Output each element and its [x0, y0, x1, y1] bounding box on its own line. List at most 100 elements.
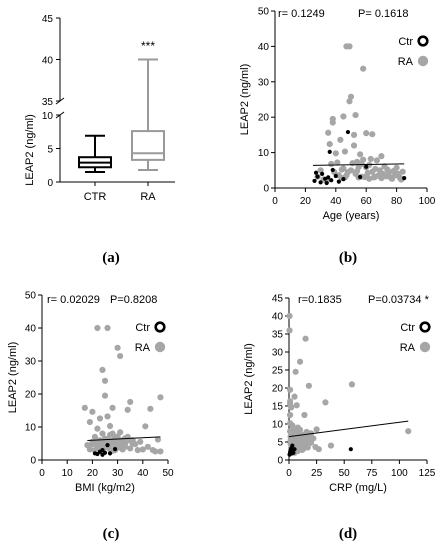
ctr-data-point — [112, 447, 118, 452]
ra-data-point — [127, 398, 134, 406]
y-tick-label: 50 — [258, 7, 270, 18]
y-tick-label: 40 — [258, 42, 270, 53]
y-tick-label: 30 — [272, 348, 284, 359]
legend-marker-ctr — [419, 321, 431, 333]
regression-line — [288, 420, 409, 438]
ra-data-point — [132, 441, 139, 448]
ra-data-point — [325, 129, 332, 136]
ctr-data-point — [358, 174, 363, 180]
stat-r-value: r= 0.1249 — [278, 8, 325, 20]
ctr-data-point — [100, 448, 105, 453]
ra-data-point — [288, 404, 295, 411]
ctr-data-point — [348, 447, 353, 452]
legend-marker-ra — [417, 55, 429, 67]
ra-data-point — [302, 440, 309, 447]
ra-data-point — [91, 433, 99, 440]
ra-data-point — [310, 435, 317, 442]
legend-marker-ra — [154, 341, 166, 353]
x-axis-label: BMI (kg/m2) — [75, 482, 135, 494]
y-tick-label: 0 — [47, 178, 53, 189]
ra-data-point — [99, 430, 106, 437]
y-tick-label: 5 — [277, 438, 283, 449]
legend-label-ctr: Ctr — [398, 36, 413, 48]
ra-data-point — [353, 167, 361, 175]
ctr-data-point — [330, 167, 335, 173]
ra-data-point — [338, 166, 345, 173]
ctr-data-point — [364, 164, 369, 169]
ra-data-point — [287, 386, 294, 393]
stat-p-value: P=0.03734 * — [368, 294, 430, 306]
ra-data-point — [286, 327, 293, 334]
ctr-data-point — [318, 180, 323, 185]
ra-data-point — [328, 160, 335, 168]
ra-data-point — [378, 153, 385, 160]
x-tick-label: 100 — [419, 196, 436, 207]
stat-p-value: P=0.8208 — [110, 294, 157, 306]
ctr-data-point — [329, 178, 334, 183]
ra-data-point — [332, 150, 339, 157]
x-tick-label: RA — [140, 191, 156, 203]
y-tick-label: 40 — [42, 56, 54, 67]
ra-data-point — [347, 167, 355, 174]
ra-data-point — [291, 393, 298, 400]
ra-data-point — [127, 437, 134, 444]
ra-data-point — [94, 439, 101, 446]
ra-data-point — [346, 43, 353, 50]
ra-data-point — [104, 324, 111, 332]
x-tick-label: CTR — [84, 191, 107, 203]
legend-label-ra: RA — [398, 56, 414, 68]
x-tick-label: 75 — [366, 468, 378, 479]
ra-data-point — [119, 441, 126, 448]
ra-data-point — [101, 377, 109, 384]
legend-label-ctr: Ctr — [135, 322, 150, 334]
ra-data-point — [86, 418, 93, 426]
ra-data-point — [393, 164, 400, 171]
ctr-data-point — [107, 451, 113, 456]
ra-data-point — [348, 381, 356, 388]
y-tick-label: 35 — [42, 97, 54, 108]
ra-data-point — [341, 148, 349, 155]
ctr-data-point — [105, 443, 110, 448]
x-tick-label: 0 — [286, 468, 292, 479]
ra-data-point — [293, 402, 300, 409]
ra-data-point — [109, 430, 116, 437]
ra-data-point — [305, 382, 312, 389]
y-tick-label: 10 — [25, 423, 37, 434]
ra-data-point — [350, 142, 358, 149]
ctr-data-point — [320, 171, 325, 176]
y-tick-label: 30 — [258, 77, 270, 88]
ra-data-point — [124, 406, 131, 413]
ctr-data-point — [326, 175, 331, 180]
ctr-data-point — [290, 443, 295, 448]
ra-data-point — [373, 157, 380, 164]
ra-data-point — [134, 447, 141, 454]
ra-data-point — [347, 93, 355, 100]
y-axis-label: LEAP2 (ng/ml) — [243, 343, 255, 415]
y-tick-label: 10 — [272, 420, 284, 431]
ra-data-point — [329, 115, 336, 123]
ra-data-point — [372, 173, 379, 180]
ra-data-point — [352, 111, 359, 119]
ctr-data-point — [315, 174, 320, 179]
y-tick-label: 5 — [47, 145, 53, 156]
ra-data-point — [363, 130, 370, 137]
ra-data-point — [147, 405, 154, 412]
ra-data-point — [99, 366, 106, 374]
ra-data-point — [292, 368, 299, 375]
y-tick-label: 45 — [272, 294, 284, 305]
y-axis-label: LEAP2 (ng/ml) — [7, 342, 19, 414]
y-tick-label: 0 — [263, 184, 269, 195]
ra-data-point — [114, 344, 121, 351]
panel-label: (b) — [339, 250, 357, 266]
stat-r-value: r= 0.02029 — [47, 294, 100, 306]
ra-data-point — [144, 443, 151, 450]
y-axis-label: LEAP2 (ng/ml) — [239, 64, 251, 136]
ra-data-point — [142, 423, 149, 430]
x-tick-label: 100 — [391, 468, 408, 479]
panel-a-box-plot: 0 5 10 35 40 45 LEAP2 (ng/ml) CTR RA *** (a) — [24, 14, 175, 266]
y-tick-label: 15 — [272, 402, 284, 413]
x-tick-label: 40 — [137, 468, 149, 479]
x-tick-label: 20 — [87, 468, 99, 479]
y-tick-label: 10 — [42, 111, 54, 122]
